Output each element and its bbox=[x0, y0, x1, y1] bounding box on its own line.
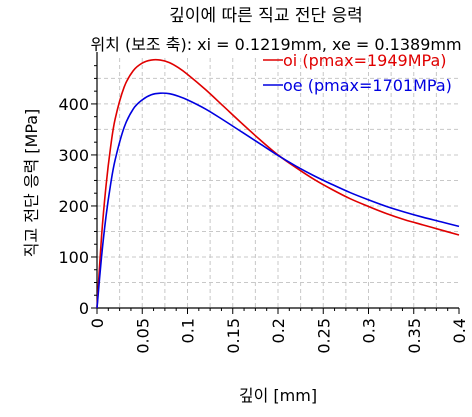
x-tick-label: 0 bbox=[88, 318, 107, 328]
series-line-oi bbox=[96, 58, 460, 309]
y-axis-label: 직교 전단 응력 [MPa] bbox=[22, 109, 41, 258]
series-line-oe bbox=[96, 92, 460, 309]
x-tick-label: 0.1 bbox=[179, 318, 198, 343]
legend-label-oe: oe (pmax=1701MPa) bbox=[283, 76, 452, 95]
y-tick-label: 100 bbox=[58, 248, 89, 267]
grid-layer bbox=[97, 58, 459, 308]
chart-title: 깊이에 따른 직교 전단 응력 bbox=[169, 6, 363, 26]
x-axis-label: 깊이 [mm] bbox=[239, 386, 317, 405]
y-tick-label: 300 bbox=[58, 146, 89, 165]
legend-label-oi: oi (pmax=1949MPa) bbox=[283, 51, 446, 70]
ticks-layer: 0 100 200 300 400 0 0.05 0.1 0.15 0.2 0.25 0.3 0.35 0… bbox=[58, 65, 469, 354]
x-tick-label: 0.05 bbox=[133, 318, 152, 354]
x-tick-label: 0.15 bbox=[224, 318, 243, 354]
series-layer bbox=[96, 58, 460, 309]
y-tick-label: 200 bbox=[58, 197, 89, 216]
legend: oi (pmax=1949MPa) oe (pmax=1701MPa) bbox=[263, 51, 452, 95]
x-tick-label: 0.2 bbox=[269, 318, 288, 343]
x-tick-label: 0.4 bbox=[450, 318, 469, 343]
x-tick-label: 0.35 bbox=[405, 318, 424, 354]
x-tick-label: 0.3 bbox=[360, 318, 379, 343]
x-tick-label: 0.25 bbox=[314, 318, 333, 354]
chart-subtitle: 위치 (보조 축): xi = 0.1219mm, xe = 0.1389mm bbox=[90, 35, 461, 54]
y-tick-label: 400 bbox=[58, 95, 89, 114]
y-tick-label: 0 bbox=[79, 299, 89, 318]
